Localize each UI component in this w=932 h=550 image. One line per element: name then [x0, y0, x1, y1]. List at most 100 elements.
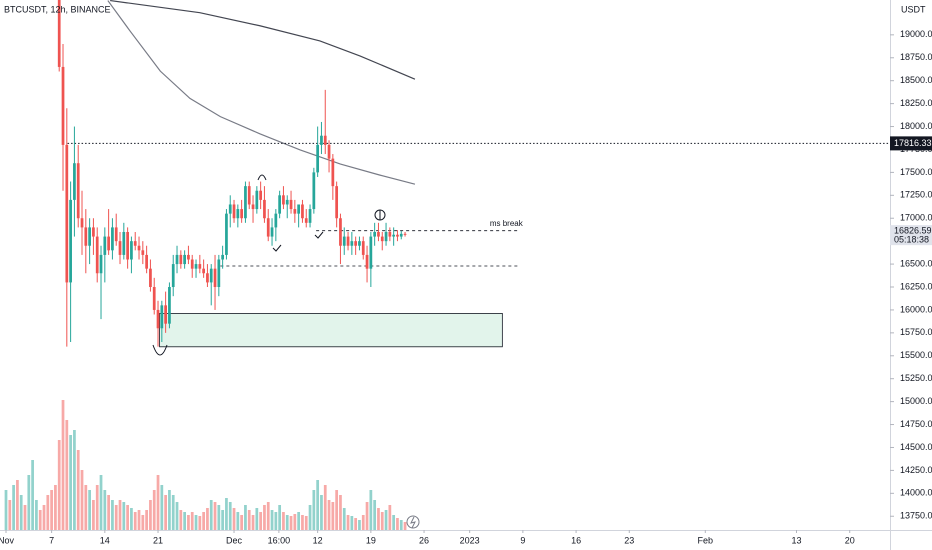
volume-bar — [388, 505, 392, 530]
candle-body — [301, 204, 304, 219]
volume-bar — [358, 520, 361, 530]
candle-body — [202, 268, 205, 274]
x-tick-label: 14 — [100, 535, 110, 545]
y-tick-label: 15000.00 — [900, 396, 932, 406]
y-tick-label: 16000.00 — [900, 304, 932, 314]
volume-bar — [35, 500, 38, 530]
lightning-icon[interactable] — [406, 515, 420, 529]
volume-bar — [198, 516, 202, 530]
candle-body — [232, 204, 236, 219]
candle-body — [114, 227, 118, 242]
dashed-level-label: ms break — [490, 219, 524, 228]
volume-bar — [354, 518, 358, 530]
volume-bar — [369, 490, 373, 530]
volume-bar — [377, 508, 380, 530]
candle-body — [213, 268, 217, 288]
y-tick-label: 18750.00 — [900, 52, 932, 62]
volume-bar — [244, 505, 247, 530]
candle-body — [323, 135, 327, 145]
volume-bar — [175, 502, 179, 530]
volume-bar — [31, 460, 34, 530]
candle-body — [225, 213, 228, 255]
candle-body — [206, 273, 209, 283]
candle-body — [342, 236, 346, 246]
candle-body — [171, 264, 175, 288]
volume-bar — [278, 505, 282, 530]
volume-bar — [130, 508, 133, 530]
y-tick-label: 16250.00 — [900, 281, 932, 291]
candle-body — [209, 268, 213, 283]
volume-bar — [107, 495, 110, 530]
volume-bar — [187, 515, 190, 530]
candle-body — [194, 264, 198, 269]
candle-body — [152, 287, 156, 310]
volume-bar — [168, 490, 171, 530]
candle-body — [403, 233, 407, 235]
candle-body — [80, 218, 84, 228]
volume-bar — [92, 500, 95, 530]
y-tick-label: 15500.00 — [900, 350, 932, 360]
volume-bar — [263, 505, 266, 530]
candle-body — [133, 241, 137, 246]
volume-bar — [297, 512, 301, 530]
y-tick-label: 14750.00 — [900, 419, 932, 429]
volume-bar — [145, 510, 148, 530]
volume-bar — [190, 512, 194, 530]
x-tick-label: 23 — [624, 535, 634, 545]
volume-bar — [228, 502, 232, 530]
volume-bar — [19, 495, 23, 530]
volume-bar — [304, 516, 308, 530]
candle-body — [270, 227, 274, 237]
candle-body — [164, 305, 167, 324]
volume-bar — [114, 505, 118, 530]
x-tick-label: 20 — [845, 535, 855, 545]
x-tick-label: 26 — [419, 535, 429, 545]
volume-bar — [301, 515, 304, 530]
candle-body — [240, 209, 244, 219]
volume-bar — [103, 490, 107, 530]
volume-bar — [384, 510, 388, 530]
volume-bar — [339, 495, 342, 530]
candle-body — [361, 241, 365, 255]
candle-body — [84, 227, 88, 246]
volume-bar — [331, 502, 335, 530]
candle-body — [61, 66, 65, 145]
volume-bar — [12, 485, 15, 530]
volume-bar — [236, 512, 240, 530]
candle-body — [297, 204, 301, 214]
y-tick-label: 18500.00 — [900, 75, 932, 85]
candle-body — [255, 190, 259, 210]
x-tick-label: 12 — [313, 535, 323, 545]
y-tick-label: 19000.00 — [900, 29, 932, 39]
volume-bar — [160, 485, 164, 530]
candle-body — [320, 135, 323, 145]
y-tick-label: 17500.00 — [900, 167, 932, 177]
volume-bar — [282, 512, 285, 530]
candle-body — [274, 213, 278, 228]
volume-bar — [308, 505, 312, 530]
volume-bar — [323, 485, 327, 530]
last-price-box — [890, 225, 932, 246]
candle-body — [365, 254, 369, 269]
candle-body — [335, 186, 339, 219]
candle-body — [247, 186, 251, 205]
candle-body — [369, 236, 373, 269]
y-tick-label: 17250.00 — [900, 190, 932, 200]
volume-bar — [152, 490, 156, 530]
volume-bar — [126, 505, 129, 530]
volume-bar — [247, 510, 251, 530]
candle-body — [396, 234, 399, 237]
y-tick-label: 18000.00 — [900, 121, 932, 131]
volume-bar — [399, 520, 403, 530]
plot-area: ms break — [4, 0, 890, 530]
candle-body — [236, 209, 240, 219]
volume-bar — [76, 450, 80, 530]
candle-body — [285, 199, 289, 205]
last-price-label: 16826.59 — [894, 226, 932, 236]
volume-bar — [251, 515, 255, 530]
candle-body — [346, 236, 350, 246]
candle-body — [145, 254, 148, 269]
y-tick-label: 13750.00 — [900, 511, 932, 521]
volume-bar — [122, 502, 126, 530]
